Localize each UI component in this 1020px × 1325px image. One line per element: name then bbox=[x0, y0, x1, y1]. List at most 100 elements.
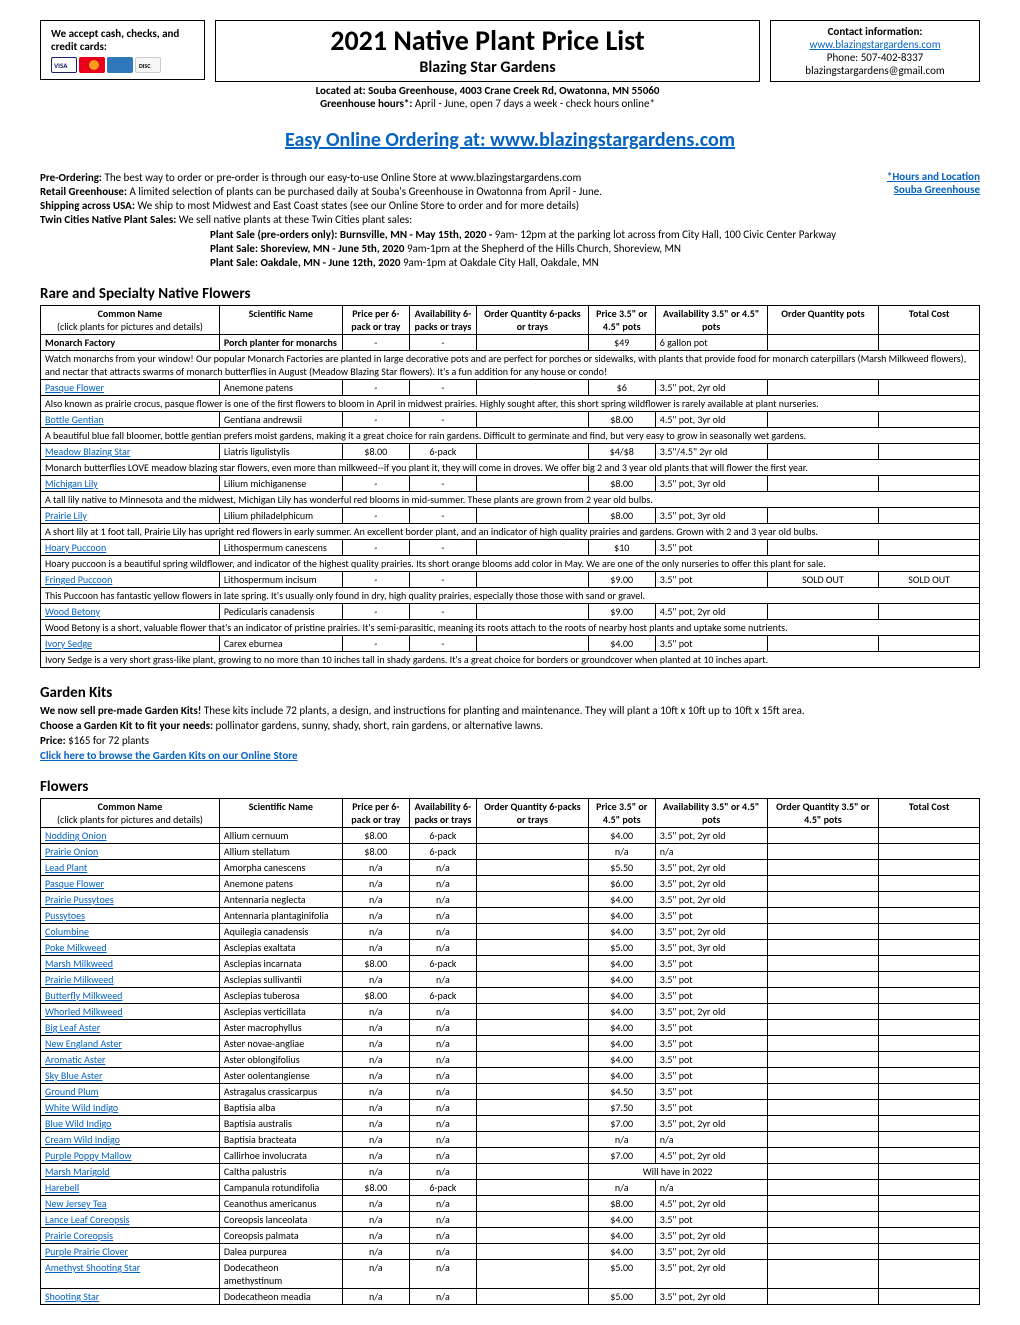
plant-link[interactable]: Harebell bbox=[45, 1181, 79, 1194]
plant-link[interactable]: Butterfly Milkweed bbox=[45, 989, 122, 1002]
table-desc-row: Watch monarchs from your window! Our pop… bbox=[41, 351, 980, 380]
visa-icon bbox=[51, 57, 77, 73]
discover-icon bbox=[135, 57, 161, 73]
kits-link[interactable]: Click here to browse the Garden Kits on … bbox=[40, 749, 298, 762]
table-row: Pasque FlowerAnemone patensn/an/a$6.003.… bbox=[41, 876, 980, 892]
plant-link[interactable]: Amethyst Shooting Star bbox=[45, 1261, 140, 1274]
table-row: Cream Wild IndigoBaptisia bracteatan/an/… bbox=[41, 1132, 980, 1148]
plant-link[interactable]: Purple Poppy Mallow bbox=[45, 1149, 132, 1162]
table-row: Monarch FactoryPorch planter for monarch… bbox=[41, 335, 980, 351]
table-desc-row: A tall lily native to Minnesota and the … bbox=[41, 492, 980, 508]
souba-link[interactable]: Souba Greenhouse bbox=[894, 183, 980, 196]
order-link-text[interactable]: Easy Online Ordering at: www.blazingstar… bbox=[285, 128, 735, 152]
table-row: Lance Leaf CoreopsisCoreopsis lanceolata… bbox=[41, 1212, 980, 1228]
twin-text: We sell native plants at these Twin Citi… bbox=[179, 213, 412, 226]
plant-link[interactable]: Aromatic Aster bbox=[45, 1053, 105, 1066]
table-row: Purple Prairie CloverDalea purpurean/an/… bbox=[41, 1244, 980, 1260]
retail-text: A limited selection of plants can be pur… bbox=[129, 185, 602, 198]
plant-link[interactable]: Purple Prairie Clover bbox=[45, 1245, 128, 1258]
credit-text: We accept cash, checks, and credit cards… bbox=[51, 27, 179, 53]
table-row: Michigan LilyLilium michiganense--$8.003… bbox=[41, 476, 980, 492]
contact-phone: Phone: 507-402-8337 bbox=[777, 51, 973, 64]
contact-email: blazingstargardens@gmail.com bbox=[777, 64, 973, 77]
plant-link[interactable]: Prairie Milkweed bbox=[45, 973, 114, 986]
table-row: New Jersey TeaCeanothus americanusn/an/a… bbox=[41, 1196, 980, 1212]
page-subtitle: Blazing Star Gardens bbox=[216, 58, 759, 77]
plant-link[interactable]: New England Aster bbox=[45, 1037, 122, 1050]
table-row: Nodding OnionAllium cernuum$8.006-pack$4… bbox=[41, 828, 980, 844]
plant-sale-line: Plant Sale: Shoreview, MN - June 5th, 20… bbox=[210, 242, 980, 255]
plant-link[interactable]: Ivory Sedge bbox=[45, 637, 92, 650]
plant-link[interactable]: White Wild Indigo bbox=[45, 1101, 118, 1114]
retail-label: Retail Greenhouse: bbox=[40, 185, 129, 198]
plant-link[interactable]: Pasque Flower bbox=[45, 877, 104, 890]
plant-link[interactable]: Cream Wild Indigo bbox=[45, 1133, 120, 1146]
table-row: Blue Wild IndigoBaptisia australisn/an/a… bbox=[41, 1116, 980, 1132]
table-row: Hoary PuccoonLithospermum canescens--$10… bbox=[41, 540, 980, 556]
table-row: Prairie PussytoesAntennaria neglectan/an… bbox=[41, 892, 980, 908]
plant-link[interactable]: Ground Plum bbox=[45, 1085, 99, 1098]
mastercard-icon bbox=[79, 57, 105, 73]
plant-link[interactable]: Prairie Onion bbox=[45, 845, 98, 858]
plant-link[interactable]: Pasque Flower bbox=[45, 381, 104, 394]
plant-link[interactable]: Marsh Marigold bbox=[45, 1165, 110, 1178]
plant-link[interactable]: Poke Milkweed bbox=[45, 941, 107, 954]
th-common2: Common Name(click plants for pictures an… bbox=[41, 799, 220, 828]
table-row: Ivory SedgeCarex eburnea--$4.003.5" pot bbox=[41, 636, 980, 652]
plant-link[interactable]: Prairie Pussytoes bbox=[45, 893, 114, 906]
plant-link[interactable]: Shooting Star bbox=[45, 1290, 99, 1303]
th-price6-2: Price per 6-pack or tray bbox=[342, 799, 409, 828]
table-row: Prairie LilyLilium philadelphicum--$8.00… bbox=[41, 508, 980, 524]
plant-link[interactable]: Nodding Onion bbox=[45, 829, 106, 842]
info-right-links: *Hours and Location Souba Greenhouse bbox=[867, 170, 980, 196]
plant-link[interactable]: Whorled Milkweed bbox=[45, 1005, 123, 1018]
located-text: Located at: Souba Greenhouse, 4003 Crane… bbox=[215, 84, 760, 97]
table-desc-row: Ivory Sedge is a very short grass-like p… bbox=[41, 652, 980, 668]
table-row: Fringed PuccoonLithospermum incisum--$9.… bbox=[41, 572, 980, 588]
plant-link[interactable]: Lance Leaf Coreopsis bbox=[45, 1213, 129, 1226]
plant-link[interactable]: Wood Betony bbox=[45, 605, 100, 618]
table-row: Bottle GentianGentiana andrewsii--$8.004… bbox=[41, 412, 980, 428]
table-row: Marsh MilkweedAsclepias incarnata$8.006-… bbox=[41, 956, 980, 972]
plant-sale-line: Plant Sale: Oakdale, MN - June 12th, 202… bbox=[210, 256, 980, 269]
plant-link[interactable]: New Jersey Tea bbox=[45, 1197, 107, 1210]
hours-label: Greenhouse hours*: bbox=[320, 97, 412, 110]
plant-link[interactable]: Blue Wild Indigo bbox=[45, 1117, 111, 1130]
hours-location-link[interactable]: *Hours and Location bbox=[887, 170, 980, 183]
plant-link[interactable]: Lead Plant bbox=[45, 861, 87, 874]
th-avail6-2: Availability 6-packs or trays bbox=[409, 799, 476, 828]
plant-link[interactable]: Sky Blue Aster bbox=[45, 1069, 102, 1082]
plant-link[interactable]: Columbine bbox=[45, 925, 89, 938]
table-desc-row: A beautiful blue fall bloomer, bottle ge… bbox=[41, 428, 980, 444]
th-avail6: Availability 6-packs or trays bbox=[409, 306, 476, 335]
th-scientific2: Scientific Name bbox=[219, 799, 342, 828]
table-desc-row: Wood Betony is a short, valuable flower … bbox=[41, 620, 980, 636]
table-row: Marsh MarigoldCaltha palustrisn/an/aWill… bbox=[41, 1164, 980, 1180]
kits-text: We now sell pre-made Garden Kits! These … bbox=[40, 704, 980, 762]
amex-icon bbox=[107, 57, 133, 73]
table-desc-row: A short lily at 1 foot tall, Prairie Lil… bbox=[41, 524, 980, 540]
plant-link[interactable]: Prairie Coreopsis bbox=[45, 1229, 113, 1242]
plant-link[interactable]: Marsh Milkweed bbox=[45, 957, 113, 970]
table-row: White Wild IndigoBaptisia alban/an/a$7.5… bbox=[41, 1100, 980, 1116]
info-block: Pre-Ordering: The best way to order or p… bbox=[40, 170, 980, 227]
big-order-link: Easy Online Ordering at: www.blazingstar… bbox=[40, 128, 980, 152]
contact-url-link[interactable]: www.blazingstargardens.com bbox=[809, 38, 940, 51]
th-orderpot: Order Quantity pots bbox=[767, 306, 879, 335]
plant-link[interactable]: Pussytoes bbox=[45, 909, 85, 922]
plant-link[interactable]: Bottle Gentian bbox=[45, 413, 104, 426]
flowers-table: Common Name(click plants for pictures an… bbox=[40, 798, 980, 1305]
th-total2: Total Cost bbox=[879, 799, 980, 828]
contact-box: Contact information: www.blazingstargard… bbox=[770, 20, 980, 82]
plant-link[interactable]: Meadow Blazing Star bbox=[45, 445, 130, 458]
plant-link[interactable]: Big Leaf Aster bbox=[45, 1021, 100, 1034]
table-desc-row: Monarch butterflies LOVE meadow blazing … bbox=[41, 460, 980, 476]
hours-text: Greenhouse hours*: April - June, open 7 … bbox=[215, 97, 760, 110]
table-row: Lead PlantAmorpha canescensn/an/a$5.503.… bbox=[41, 860, 980, 876]
plant-link[interactable]: Fringed Puccoon bbox=[45, 573, 112, 586]
section-flowers-title: Flowers bbox=[40, 778, 980, 796]
th-pricepot: Price 3.5" or 4.5" pots bbox=[588, 306, 655, 335]
plant-link[interactable]: Hoary Puccoon bbox=[45, 541, 106, 554]
plant-link[interactable]: Prairie Lily bbox=[45, 509, 87, 522]
plant-link[interactable]: Michigan Lily bbox=[45, 477, 98, 490]
